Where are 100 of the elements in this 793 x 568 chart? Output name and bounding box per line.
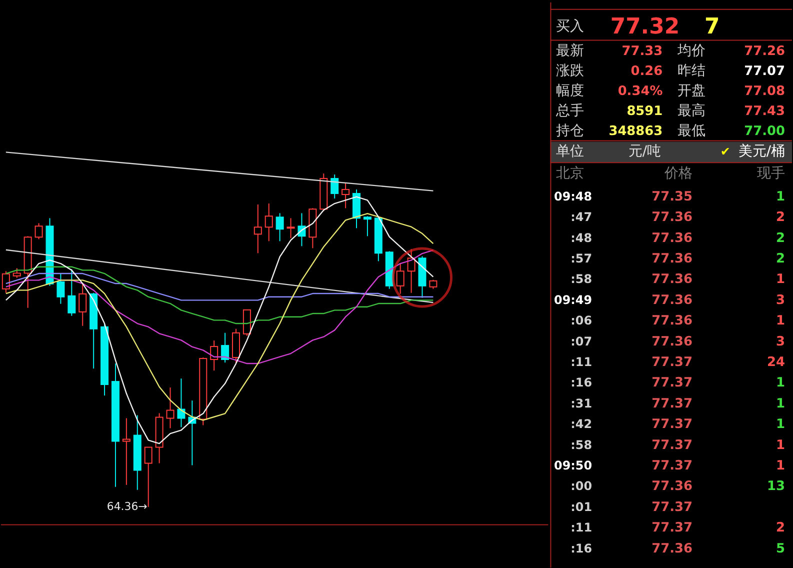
text: 77.43 bbox=[744, 104, 786, 119]
text: 09:49 bbox=[554, 292, 592, 307]
text: 77.37 bbox=[652, 458, 693, 474]
text: 1 bbox=[776, 458, 786, 474]
text: 77.37 bbox=[652, 500, 693, 515]
text: :58 bbox=[570, 272, 592, 286]
candlestick bbox=[264, 203, 273, 242]
text: 总手 bbox=[555, 102, 584, 119]
text: :11 bbox=[570, 520, 592, 535]
text: 77.36 bbox=[652, 272, 693, 288]
text: 77.37 bbox=[652, 438, 693, 453]
text: 3 bbox=[776, 334, 786, 350]
candlestick bbox=[396, 262, 404, 294]
text: 77.36 bbox=[652, 230, 693, 246]
text: 77.35 bbox=[652, 189, 693, 204]
text: 77.33 bbox=[622, 44, 663, 60]
text: 77.08 bbox=[744, 84, 786, 99]
text: 1 bbox=[776, 417, 786, 432]
text: 2 bbox=[776, 210, 786, 226]
text: :16 bbox=[570, 541, 592, 556]
text: :06 bbox=[570, 314, 592, 328]
text: 买入 bbox=[556, 18, 584, 34]
text: 1 bbox=[776, 189, 786, 204]
candlestick bbox=[12, 268, 21, 278]
text: 77.37 bbox=[652, 417, 693, 432]
text: 1 bbox=[776, 438, 786, 453]
text: :42 bbox=[570, 417, 592, 432]
text: 北京 bbox=[556, 166, 584, 182]
candlestick bbox=[68, 268, 76, 316]
text: 涨跌 bbox=[556, 63, 584, 80]
text: 77.37 bbox=[652, 396, 693, 412]
text: 5 bbox=[776, 541, 786, 556]
text: :01 bbox=[570, 500, 592, 514]
text: 77.00 bbox=[744, 124, 786, 139]
text: :11 bbox=[570, 354, 592, 369]
text: 2 bbox=[776, 252, 786, 267]
text: 77.37 bbox=[652, 520, 693, 536]
text: 77.07 bbox=[744, 64, 786, 80]
candlestick bbox=[330, 174, 339, 200]
text: 单位 bbox=[556, 144, 584, 160]
text: 最低 bbox=[678, 122, 706, 139]
text: 24 bbox=[767, 354, 786, 370]
text: 77.37 bbox=[652, 376, 693, 391]
text: 美元/桶 bbox=[738, 144, 786, 160]
text: 77.36 bbox=[652, 479, 693, 494]
candlestick bbox=[166, 387, 174, 429]
text: 348863 bbox=[608, 124, 663, 139]
text: 8591 bbox=[626, 104, 663, 119]
candlestick bbox=[342, 183, 350, 209]
text: 77.36 bbox=[652, 334, 693, 350]
text: 77.36 bbox=[652, 314, 693, 329]
candlestick bbox=[276, 212, 284, 242]
text: 0.34% bbox=[618, 84, 663, 99]
text: :00 bbox=[570, 479, 592, 494]
text: 1 bbox=[776, 376, 786, 391]
text: :58 bbox=[570, 438, 592, 452]
text: :47 bbox=[570, 210, 592, 224]
text: 最高 bbox=[678, 102, 706, 119]
text: :31 bbox=[570, 396, 592, 410]
candlestick bbox=[177, 378, 186, 428]
text: 3 bbox=[776, 292, 786, 308]
text: 13 bbox=[767, 479, 786, 494]
text: 均价 bbox=[676, 43, 706, 60]
text: 77.36 bbox=[652, 210, 693, 226]
candlestick bbox=[78, 283, 87, 326]
candlestick bbox=[363, 216, 372, 237]
text: :07 bbox=[570, 334, 592, 348]
text: 1 bbox=[776, 396, 786, 412]
candlestick bbox=[286, 218, 295, 239]
text: :48 bbox=[570, 230, 592, 245]
candlestick bbox=[429, 279, 438, 290]
text: 09:48 bbox=[554, 189, 592, 204]
text: 77.36 bbox=[652, 292, 693, 308]
text: 最新 bbox=[556, 43, 584, 60]
text: 价格 bbox=[664, 166, 693, 182]
candlestick bbox=[122, 418, 130, 486]
text: ✔ bbox=[720, 144, 730, 159]
text: 2 bbox=[776, 520, 786, 536]
candlestick bbox=[210, 340, 218, 372]
text: 77.36 bbox=[652, 541, 693, 556]
text: 77.37 bbox=[652, 354, 693, 370]
text: 元/吨 bbox=[628, 144, 662, 160]
text: 1 bbox=[776, 314, 786, 329]
text: 现手 bbox=[757, 166, 786, 182]
text: 09:50 bbox=[554, 458, 592, 472]
text: 开盘 bbox=[678, 82, 706, 99]
candlestick bbox=[56, 273, 65, 304]
text: 1 bbox=[776, 272, 786, 288]
text: 7 bbox=[704, 14, 720, 40]
text: 0.26 bbox=[630, 64, 663, 80]
text: 77.26 bbox=[744, 44, 786, 60]
candlestick bbox=[254, 204, 262, 254]
text: :57 bbox=[570, 252, 592, 266]
annotation: 64.36→ bbox=[106, 500, 148, 513]
text: 持仓 bbox=[556, 122, 584, 139]
text: :16 bbox=[570, 376, 592, 390]
candlestick bbox=[34, 222, 43, 240]
text: 77.36 bbox=[652, 252, 693, 267]
candlestick bbox=[221, 332, 230, 364]
text: 幅度 bbox=[556, 82, 584, 99]
